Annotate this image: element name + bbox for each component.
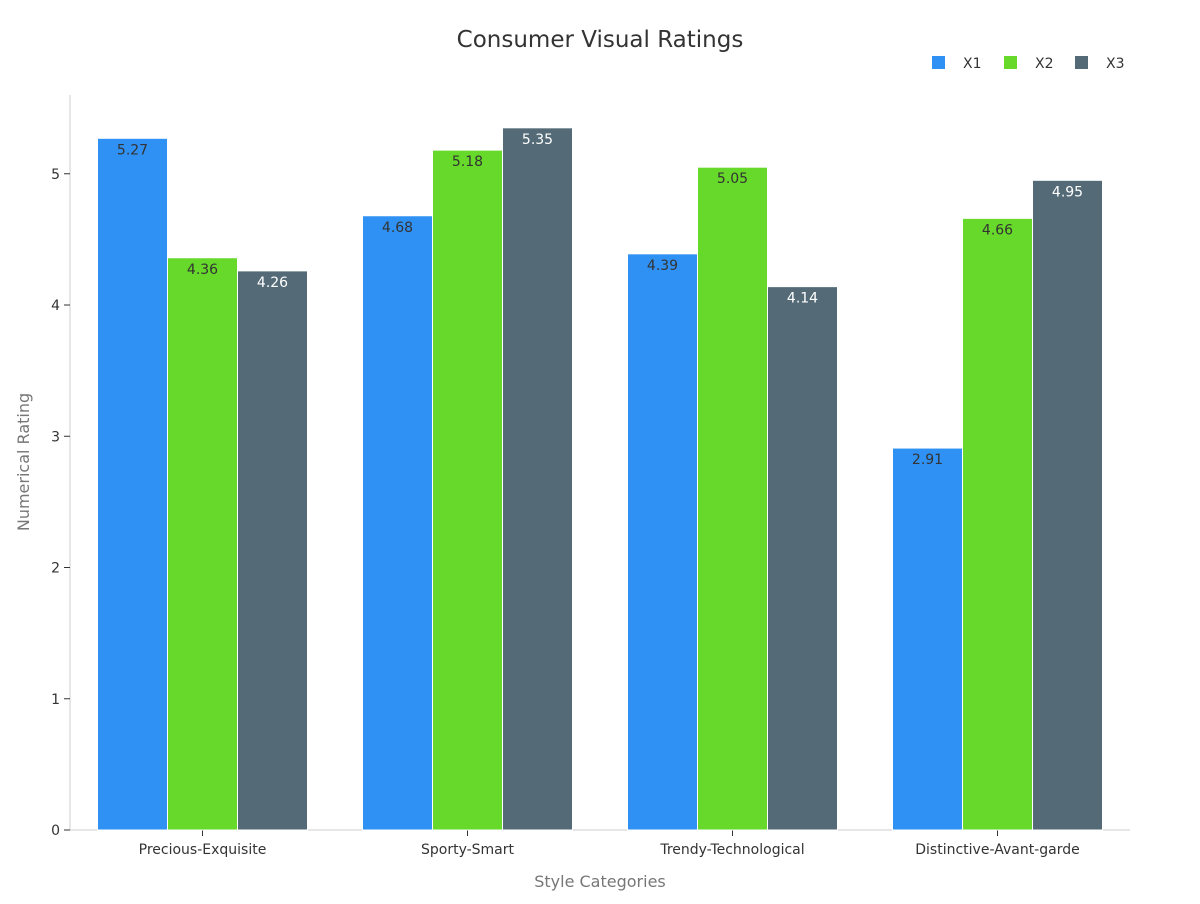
plot-area: 0 1 2 3 4 5 Precious-Exquisite 5.27 4.36 4.26 Spor… (51, 95, 1130, 858)
legend-label-x1: X1 (963, 56, 982, 72)
bar-x2 (432, 149, 503, 831)
data-label: 5.27 (117, 142, 148, 158)
data-label: 4.68 (382, 220, 413, 236)
legend: X1 X2 X3 (932, 56, 1125, 72)
data-label: 4.26 (257, 275, 288, 291)
data-label: 5.18 (452, 154, 483, 170)
data-label: 4.36 (187, 262, 218, 278)
legend-swatch-x3 (1075, 56, 1088, 69)
chart-title: Consumer Visual Ratings (457, 27, 744, 53)
x-tick-label: Distinctive-Avant-garde (915, 842, 1079, 858)
x-tick-label: Trendy-Technological (659, 842, 804, 858)
data-label: 4.14 (787, 291, 818, 307)
x-axis-title: Style Categories (534, 872, 666, 891)
x-tick-label: Precious-Exquisite (139, 842, 267, 858)
bar-x1 (892, 447, 963, 831)
data-label: 5.05 (717, 171, 748, 187)
bar-x3 (1032, 179, 1103, 831)
legend-swatch-x1 (932, 56, 945, 69)
bar-x2 (697, 166, 768, 831)
data-label: 2.91 (912, 452, 943, 468)
data-label: 4.39 (647, 258, 678, 274)
y-tick-label: 5 (51, 167, 60, 183)
y-axis-title: Numerical Rating (14, 393, 33, 531)
x-tick-label: Sporty-Smart (421, 842, 515, 858)
legend-swatch-x2 (1004, 56, 1017, 69)
y-tick-label: 1 (51, 692, 60, 708)
data-label: 4.95 (1052, 184, 1083, 200)
data-label: 4.66 (982, 222, 1013, 238)
y-tick-label: 4 (51, 298, 60, 314)
y-tick-label: 0 (51, 823, 60, 839)
bar-x2 (167, 257, 238, 831)
legend-label-x2: X2 (1035, 56, 1054, 72)
bar-x2 (962, 217, 1033, 831)
bar-x3 (767, 286, 838, 831)
y-tick-label: 3 (51, 429, 60, 445)
bar-x1 (627, 253, 698, 831)
y-tick-label: 2 (51, 561, 60, 577)
bar-x3 (502, 127, 573, 831)
bar-x1 (97, 137, 168, 831)
bar-x3 (237, 270, 308, 831)
legend-label-x3: X3 (1106, 56, 1125, 72)
data-label: 5.35 (522, 132, 553, 148)
bar-x1 (362, 215, 433, 831)
